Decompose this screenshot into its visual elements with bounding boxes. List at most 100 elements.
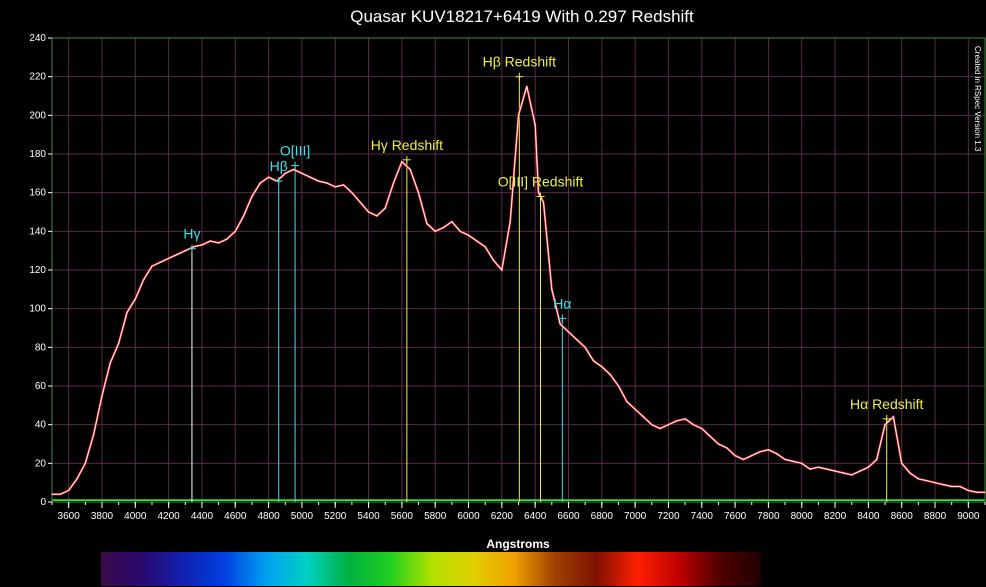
x-axis-ticks: 3600 3800 4000 4200 4400 4600 4800 5000 5200 5400…	[51, 502, 986, 522]
data-point	[509, 221, 511, 223]
y-tick-label: 240	[29, 33, 46, 44]
x-tick-label: 5600	[391, 511, 414, 522]
data-point	[667, 424, 670, 426]
data-point	[842, 472, 844, 474]
x-tick-label: 7400	[691, 511, 714, 522]
data-point	[901, 462, 903, 464]
data-point	[501, 269, 503, 271]
data-point	[417, 192, 420, 194]
data-point	[767, 449, 770, 451]
data-point	[717, 443, 720, 445]
data-point	[434, 230, 436, 232]
data-point	[492, 259, 495, 261]
data-point	[834, 470, 836, 472]
chart-title: Quasar KUV18217+6419 With 0.297 Redshift	[350, 7, 694, 26]
x-tick-label: 4000	[124, 511, 147, 522]
x-tick-label: 5800	[424, 511, 447, 522]
annotation-label: O[III]	[280, 143, 310, 159]
data-point	[59, 493, 61, 495]
data-point	[159, 261, 161, 263]
data-point	[776, 453, 778, 455]
data-point	[617, 385, 620, 387]
x-tick-label: 3600	[58, 511, 81, 522]
data-point	[459, 230, 461, 232]
data-point	[384, 207, 386, 209]
data-point	[467, 234, 470, 236]
x-tick-label: 7800	[757, 511, 780, 522]
data-point	[676, 420, 678, 422]
y-tick-label: 120	[29, 265, 46, 276]
data-point	[567, 331, 570, 333]
spectrum-line	[52, 86, 985, 495]
data-point	[851, 474, 853, 476]
x-tick-label: 8200	[824, 511, 847, 522]
x-tick-label: 6600	[557, 511, 580, 522]
x-tick-label: 6200	[491, 511, 514, 522]
data-point	[942, 484, 944, 486]
y-tick-label: 80	[35, 342, 47, 353]
x-tick-label: 5200	[324, 511, 347, 522]
x-tick-label: 4400	[191, 511, 214, 522]
data-point	[193, 246, 195, 248]
data-point	[201, 244, 203, 246]
data-point	[559, 323, 561, 325]
data-point	[476, 240, 478, 242]
data-point	[317, 180, 320, 182]
data-point	[292, 168, 295, 171]
annotation-label: Hγ Redshift	[371, 137, 443, 153]
annotation-label: Hβ Redshift	[483, 54, 557, 70]
x-tick-label: 7000	[624, 511, 647, 522]
data-point	[576, 339, 578, 341]
data-point	[909, 472, 911, 474]
data-point	[867, 466, 869, 468]
x-tick-label: 4800	[257, 511, 280, 522]
data-point	[792, 460, 795, 462]
data-point	[226, 238, 228, 240]
x-tick-label: 7200	[657, 511, 680, 522]
x-tick-label: 5400	[357, 511, 380, 522]
data-point	[118, 342, 120, 345]
data-point	[784, 458, 786, 461]
data-point	[51, 493, 53, 495]
y-tick-label: 0	[40, 497, 46, 508]
data-point	[451, 221, 453, 223]
data-point	[726, 447, 728, 449]
data-point	[642, 416, 645, 418]
data-point	[551, 288, 553, 290]
data-point	[934, 482, 936, 484]
credit-text: Created in RSpec Version 1.3	[973, 46, 982, 152]
x-tick-label: 8000	[791, 511, 814, 522]
data-point	[826, 468, 828, 470]
data-point	[176, 253, 178, 256]
x-tick-label: 9000	[957, 511, 980, 522]
data-point	[976, 491, 978, 493]
data-point	[534, 124, 536, 126]
data-point	[143, 279, 145, 281]
data-point	[484, 246, 486, 248]
data-point	[84, 462, 86, 464]
data-point	[251, 195, 253, 198]
x-tick-label: 8800	[924, 511, 947, 522]
data-point	[376, 215, 378, 217]
data-point	[651, 424, 653, 426]
y-tick-label: 200	[29, 110, 46, 121]
data-point	[109, 362, 111, 364]
annotation-label: Hγ	[183, 226, 200, 242]
y-tick-label: 220	[29, 72, 46, 83]
annotation-label: Hβ	[270, 158, 288, 174]
data-point	[326, 182, 328, 184]
x-tick-label: 7600	[724, 511, 747, 522]
data-point	[351, 192, 353, 194]
data-point	[301, 172, 303, 174]
y-tick-label: 40	[35, 420, 47, 431]
data-point	[342, 184, 345, 186]
data-point	[184, 250, 186, 252]
data-point	[367, 211, 370, 213]
data-point	[517, 114, 520, 116]
data-point	[218, 242, 220, 244]
data-point	[168, 257, 170, 259]
data-point	[101, 395, 103, 397]
data-point	[817, 466, 819, 468]
y-tick-label: 180	[29, 149, 46, 160]
